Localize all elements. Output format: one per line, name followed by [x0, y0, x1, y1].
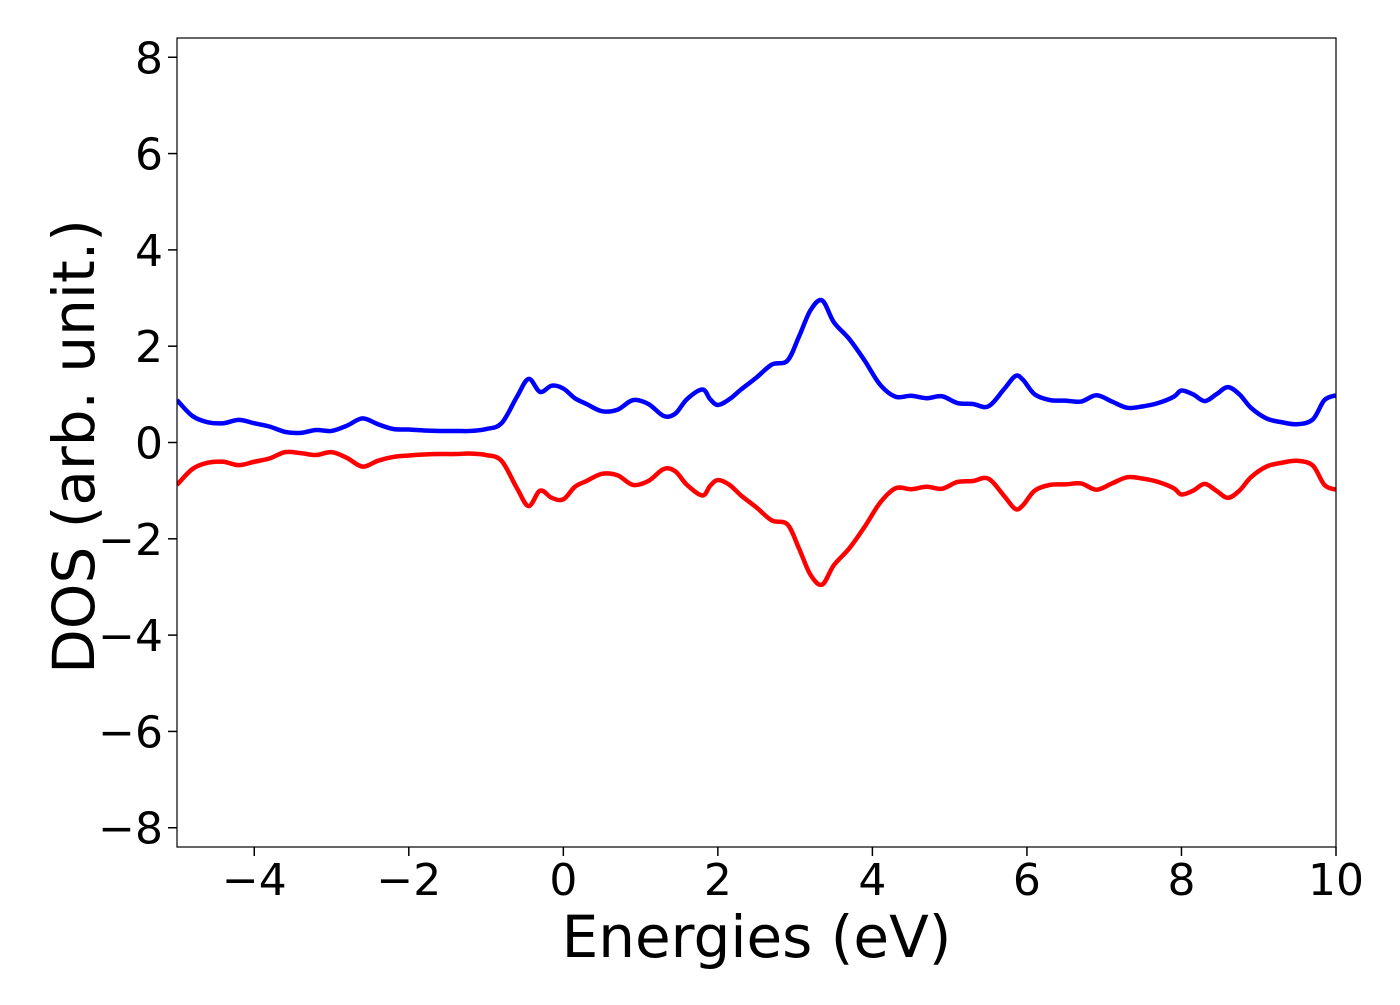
y-tick-label: −8 — [98, 804, 163, 855]
y-tick-label: 8 — [135, 33, 163, 84]
x-tick-label: −4 — [222, 855, 287, 906]
y-tick-label: −6 — [98, 707, 163, 758]
series-layer — [177, 297, 1336, 588]
x-tick-label: 2 — [704, 855, 732, 906]
x-tick-label: 6 — [1013, 855, 1041, 906]
x-tick-label: 10 — [1308, 855, 1364, 906]
x-tick-label: 0 — [549, 855, 577, 906]
y-tick-label: 2 — [135, 322, 163, 373]
plot-frame — [176, 37, 1337, 848]
spin-down-dos-line — [177, 449, 1336, 588]
x-tick-label: −2 — [376, 855, 441, 906]
x-tick-label: 8 — [1167, 855, 1195, 906]
y-axis-title: DOS (arb. unit.) — [40, 219, 108, 674]
x-tick-label: 4 — [858, 855, 886, 906]
spin-up-dos-line — [177, 297, 1336, 436]
y-tick-label: 6 — [135, 130, 163, 181]
y-tick-label: −4 — [98, 611, 163, 662]
y-tick-label: 4 — [135, 226, 163, 277]
x-axis-title: Energies (eV) — [562, 903, 952, 971]
y-tick-label: −2 — [98, 515, 163, 566]
y-tick-label: 0 — [135, 419, 163, 470]
ticks-layer: −4 −2 0 2 4 6 8 10 −8 −6 −4 −2 0 2 4 6 8 — [98, 33, 1364, 906]
